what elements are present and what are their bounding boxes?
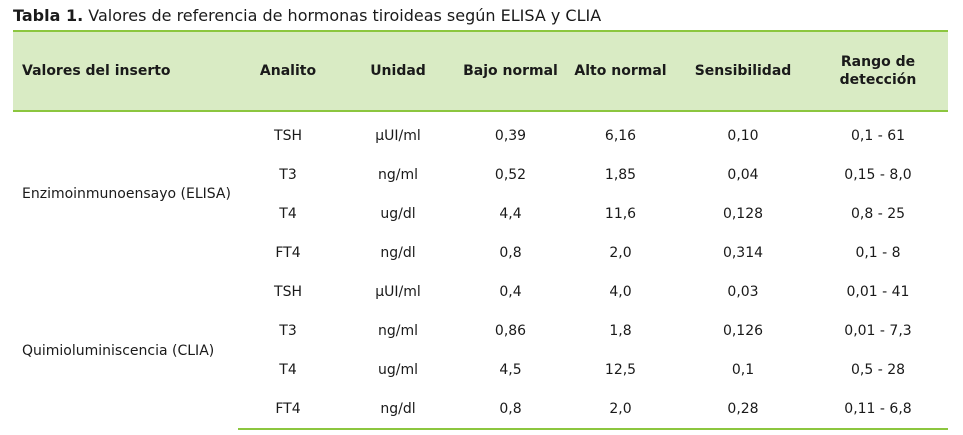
bajo-cell: 0,86 — [494, 322, 527, 339]
table-row: Quimioluminiscencia (CLIA) TSH µUI/ml 0,4 4,… — [13, 272, 948, 359]
analito-cell: T4 — [279, 205, 297, 222]
alto-cell: 2,0 — [609, 244, 632, 261]
table-row: T4 ug/ml 4,5 12,5 0,1 0,5 - 28 — [13, 350, 948, 389]
rango-cell: 0,5 - 28 — [850, 361, 906, 378]
unidad-cell: ug/ml — [377, 361, 418, 378]
column-header: Sensibilidad — [678, 30, 808, 112]
table-row: FT4 ng/dl 0,8 2,0 0,28 0,11 - 6,8 — [13, 389, 948, 430]
group-name-cell: Enzimoinmunoensayo (ELISA) — [22, 186, 231, 202]
alto-cell: 12,5 — [604, 361, 637, 378]
table-caption: Tabla 1. Valores de referencia de hormon… — [13, 6, 601, 25]
reference-values-table: Valores del inserto Analito Unidad Bajo … — [13, 30, 948, 430]
analito-cell: T3 — [279, 322, 297, 339]
sens-cell: 0,10 — [727, 127, 759, 144]
rango-cell: 0,1 - 8 — [855, 244, 901, 261]
sens-cell: 0,126 — [722, 322, 764, 339]
column-header: Alto normal — [563, 30, 678, 112]
alto-cell: 6,16 — [604, 127, 637, 144]
table-body: Enzimoinmunoensayo (ELISA) TSH µUI/ml 0,39 6… — [13, 111, 948, 430]
unidad-cell: ng/dl — [338, 389, 458, 430]
unidad-cell: ng/ml — [377, 166, 418, 183]
sens-cell: 0,03 — [727, 283, 759, 300]
rango-cell: 0,01 - 41 — [846, 283, 910, 300]
analito-cell: TSH — [274, 127, 302, 144]
sens-cell: 0,1 — [731, 361, 755, 378]
column-header: Rango de detección — [808, 30, 948, 112]
caption-label: Tabla 1. — [13, 6, 84, 25]
table-row: T4 ug/dl 4,4 11,6 0,128 0,8 - 25 — [13, 194, 948, 233]
bajo-cell: 0,4 — [499, 283, 522, 300]
unidad-cell: ng/dl — [380, 244, 416, 261]
alto-cell: 2,0 — [563, 389, 678, 430]
unidad-cell: ng/ml — [377, 322, 418, 339]
unidad-cell: µUI/ml — [375, 127, 421, 144]
sens-cell: 0,128 — [722, 205, 764, 222]
analito-cell: TSH — [274, 283, 302, 300]
table-row: Enzimoinmunoensayo (ELISA) TSH µUI/ml 0,39 6… — [13, 111, 948, 203]
alto-cell: 11,6 — [604, 205, 637, 222]
table-row: T3 ng/ml 0,86 1,8 0,126 0,01 - 7,3 — [13, 311, 948, 350]
bajo-cell: 0,52 — [494, 166, 527, 183]
unidad-cell: µUI/ml — [375, 283, 421, 300]
rango-cell: 0,15 - 8,0 — [844, 166, 912, 183]
bajo-cell: 0,8 — [499, 244, 522, 261]
rango-cell: 0,11 - 6,8 — [808, 389, 948, 430]
rango-cell: 0,8 - 25 — [850, 205, 906, 222]
bajo-cell: 4,4 — [499, 205, 522, 222]
rango-cell: 0,1 - 61 — [850, 127, 906, 144]
column-header: Bajo normal — [458, 30, 563, 112]
unidad-cell: ug/dl — [380, 205, 416, 222]
caption-text: Valores de referencia de hormonas tiroid… — [83, 6, 602, 25]
analito-cell: FT4 — [238, 389, 338, 430]
table-row: T3 ng/ml 0,52 1,85 0,04 0,15 - 8,0 — [13, 155, 948, 194]
alto-cell: 4,0 — [609, 283, 632, 300]
bajo-cell: 0,8 — [458, 389, 563, 430]
analito-cell: FT4 — [275, 244, 301, 261]
group-name-cell: Quimioluminiscencia (CLIA) — [22, 342, 215, 359]
analito-cell: T3 — [279, 166, 297, 183]
sens-cell: 0,04 — [727, 166, 759, 183]
table-row: FT4 ng/dl 0,8 2,0 0,314 0,1 - 8 — [13, 233, 948, 272]
rango-cell: 0,01 - 7,3 — [844, 322, 912, 339]
analito-cell: T4 — [279, 361, 297, 378]
sens-cell: 0,314 — [722, 244, 764, 261]
bajo-cell: 4,5 — [499, 361, 522, 378]
column-header: Valores del inserto — [13, 30, 238, 112]
column-header: Analito — [238, 30, 338, 112]
column-header: Unidad — [338, 30, 458, 112]
alto-cell: 1,85 — [604, 166, 637, 183]
bajo-cell: 0,39 — [494, 127, 527, 144]
sens-cell: 0,28 — [678, 389, 808, 430]
table-header-row: Valores del inserto Analito Unidad Bajo … — [13, 30, 948, 112]
alto-cell: 1,8 — [609, 322, 632, 339]
